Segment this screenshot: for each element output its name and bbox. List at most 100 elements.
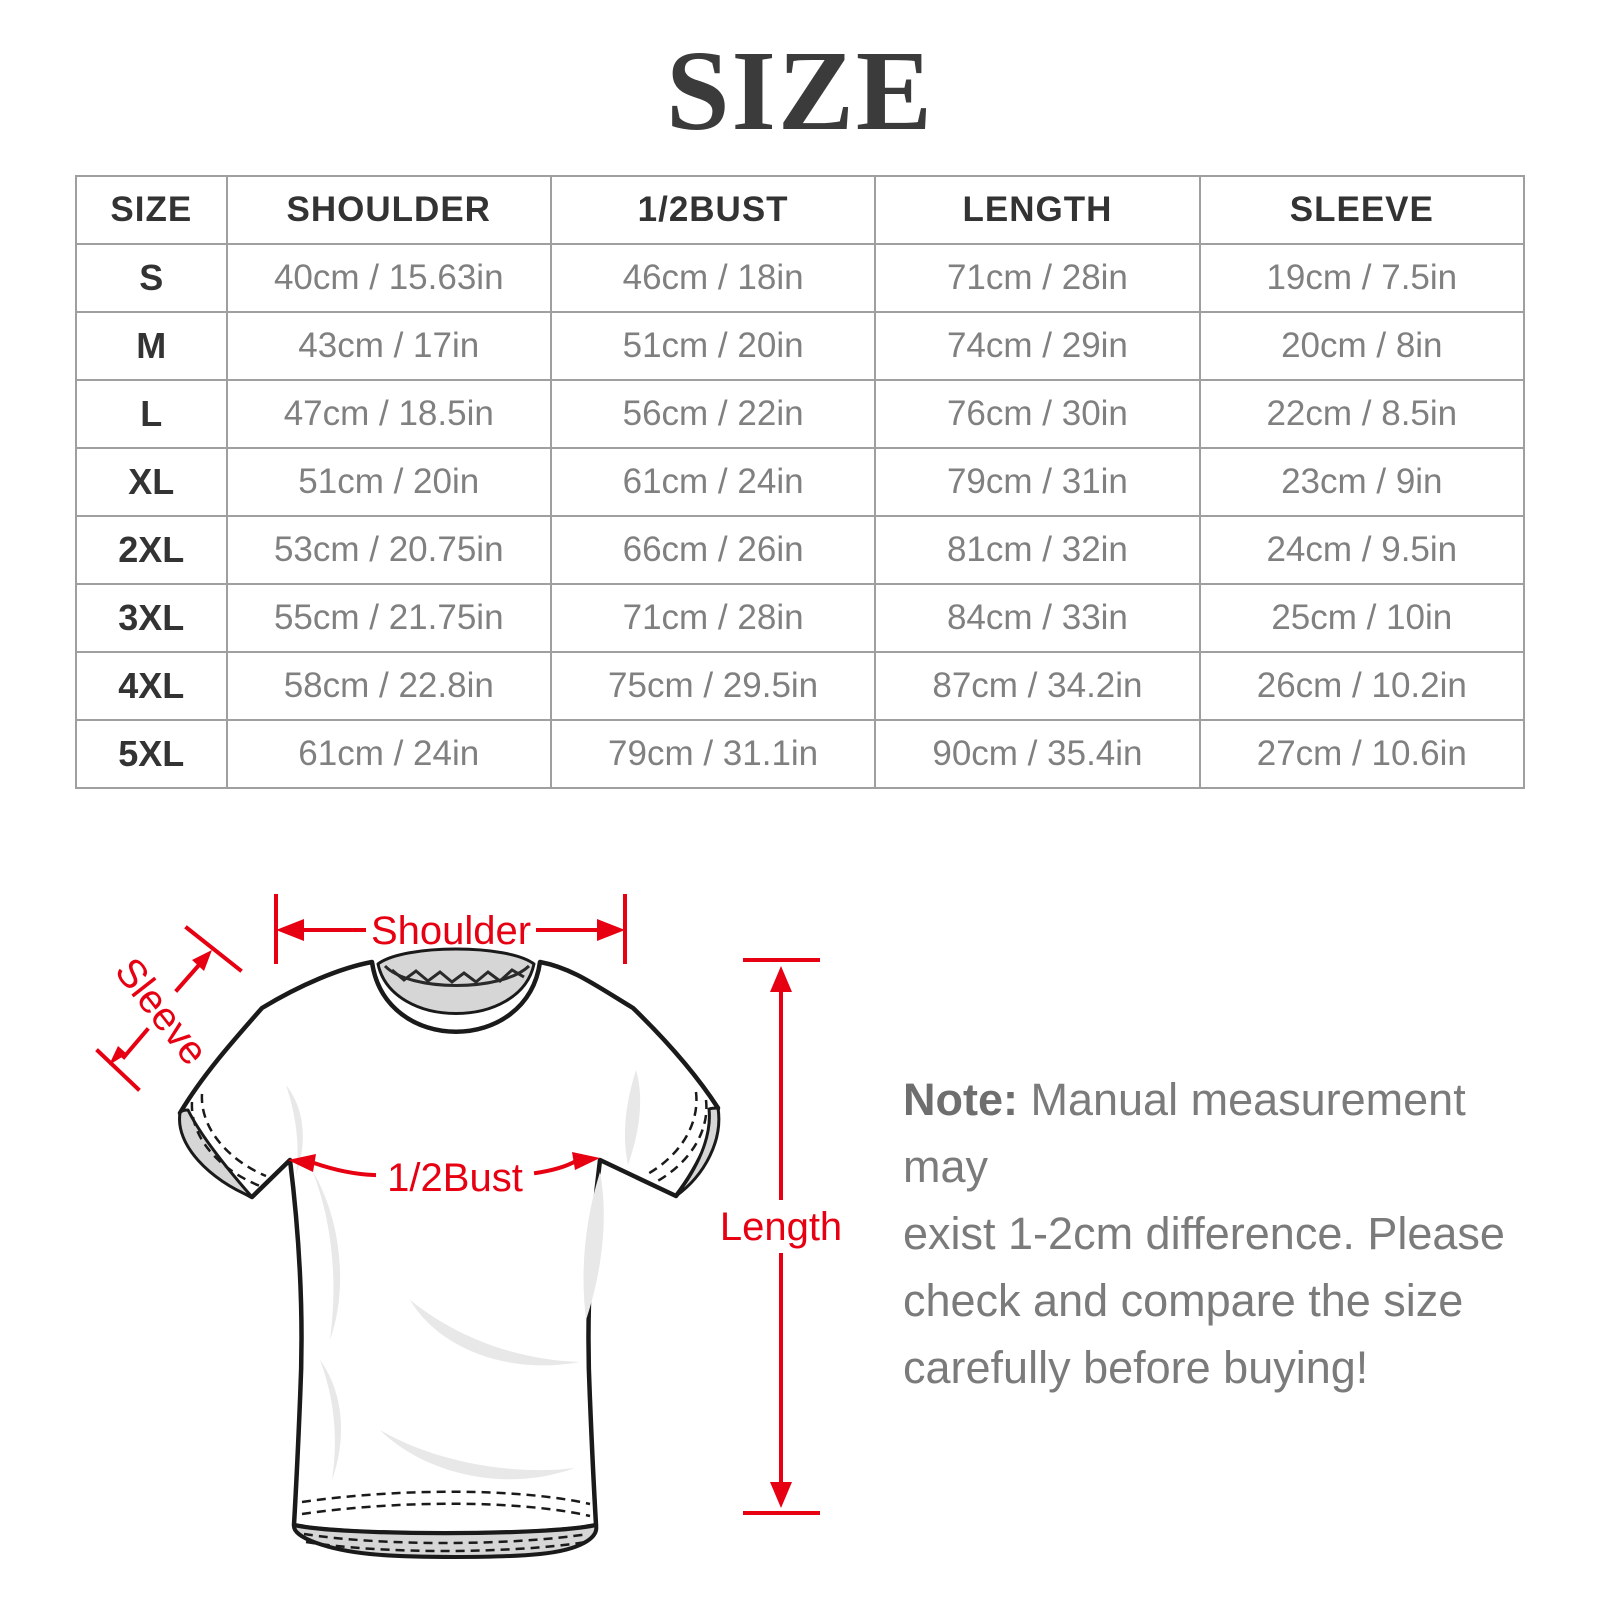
table-row-4xl: 4XL 58cm / 22.8in 75cm / 29.5in 87cm / 3… [75,651,1526,721]
left-cuff-stitch [200,1093,267,1178]
hem-stitch-upper [301,1502,591,1518]
note-prefix: Note: [903,1074,1018,1125]
shoulder-label: Shoulder [371,909,531,953]
shoulder-cell: 40cm / 15.63in [225,243,552,313]
col-header-sleeve: SLEEVE [1198,175,1526,245]
length-bottom-arrowhead [770,1482,792,1508]
length-cell: 74cm / 29in [874,311,1201,381]
table-row-xl: XL 51cm / 20in 61cm / 24in 79cm / 31in 2… [75,447,1526,517]
length-cell: 84cm / 33in [874,583,1201,653]
bust-measure: 1/2Bust [288,1152,600,1200]
bust-line-right [533,1158,579,1176]
tshirt-diagram: Shoulder Sleeve 1/2Bust [95,894,840,1559]
collar-inner [376,947,536,1015]
table-row-2xl: 2XL 53cm / 20.75in 66cm / 26in 81cm / 32… [75,515,1526,585]
sleeve-cell: 22cm / 8.5in [1198,379,1526,449]
length-top-arrowhead [770,966,792,992]
shoulder-left-arrowhead [276,919,304,941]
bust-cell: 79cm / 31.1in [549,719,877,789]
size-cell: 2XL [75,515,228,585]
collar-zigzag-stitch [391,968,525,984]
length-measure: Length [720,958,840,1515]
size-cell: 5XL [75,719,228,789]
col-header-bust: 1/2BUST [549,175,877,245]
size-table: SIZE SHOULDER 1/2BUST LENGTH SLEEVE S 40… [75,175,1526,789]
hem-stitch-inner [305,1540,587,1553]
header-row: SIZE SHOULDER 1/2BUST LENGTH SLEEVE [75,175,1526,245]
table-row-3xl: 3XL 55cm / 21.75in 71cm / 28in 84cm / 33… [75,583,1526,653]
left-cuff-stitch [190,1101,261,1188]
length-cell: 87cm / 34.2in [874,651,1201,721]
sleeve-cell: 25cm / 10in [1198,583,1526,653]
length-cell: 71cm / 28in [874,243,1201,313]
shoulder-cell: 55cm / 21.75in [225,583,552,653]
size-cell: M [75,311,228,381]
shoulder-cell: 53cm / 20.75in [225,515,552,585]
size-cell: 3XL [75,583,228,653]
length-label: Length [720,1205,840,1249]
wrinkle-shape [312,1170,341,1340]
table-row-m: M 43cm / 17in 51cm / 20in 74cm / 29in 20… [75,311,1526,381]
table-row-s: S 40cm / 15.63in 46cm / 18in 71cm / 28in… [75,243,1526,313]
bust-cell: 46cm / 18in [549,243,877,313]
bust-cell: 75cm / 29.5in [549,651,877,721]
shoulder-cell: 43cm / 17in [225,311,552,381]
wrinkle-shape [410,1300,580,1366]
size-cell: 4XL [75,651,228,721]
size-cell: XL [75,447,228,517]
tshirt-illustration [177,947,721,1559]
bust-cell: 71cm / 28in [549,583,877,653]
shoulder-cell: 61cm / 24in [225,719,552,789]
sleeve-cell: 27cm / 10.6in [1198,719,1526,789]
hem-stitch-inner [303,1532,589,1545]
page-title: SIZE [666,27,934,154]
bust-left-arrowhead [288,1154,316,1172]
sleeve-cell: 26cm / 10.2in [1198,651,1526,721]
bust-line-left [311,1160,377,1178]
bust-cell: 51cm / 20in [549,311,877,381]
col-header-shoulder: SHOULDER [225,175,552,245]
shoulder-measure: Shoulder [274,894,627,964]
sleeve-bottom-tick [95,1048,141,1092]
right-cuff-stitch [649,1099,708,1187]
right-cuff [674,1106,721,1198]
sleeve-top-tick [184,925,243,973]
wrinkle-shape [320,1360,342,1480]
wrinkle-shape [380,1430,575,1480]
length-cell: 79cm / 31in [874,447,1201,517]
sleeve-cell: 23cm / 9in [1198,447,1526,517]
bust-right-arrowhead [572,1152,600,1170]
right-cuff-stitch [643,1091,698,1178]
size-cell: S [75,243,228,313]
length-cell: 81cm / 32in [874,515,1201,585]
wrinkle-shape [583,1172,604,1320]
sleeve-lower-line [121,1027,150,1060]
sleeve-lower-arrowhead [109,1046,127,1065]
table-row-5xl: 5XL 61cm / 24in 79cm / 31.1in 90cm / 35.… [75,719,1526,789]
sleeve-upper-line [174,962,202,993]
table-row-l: L 47cm / 18.5in 56cm / 22in 76cm / 30in … [75,379,1526,449]
note-line-1: Note: Manual measurement may [903,1066,1523,1200]
sleeve-cell: 19cm / 7.5in [1198,243,1526,313]
length-cell: 90cm / 35.4in [874,719,1201,789]
hem-stitch-upper [301,1490,591,1506]
sleeve-cell: 24cm / 9.5in [1198,515,1526,585]
note-line-4: carefully before buying! [903,1342,1369,1393]
shoulder-right-arrowhead [597,919,625,941]
bust-cell: 61cm / 24in [549,447,877,517]
shoulder-cell: 51cm / 20in [225,447,552,517]
col-header-length: LENGTH [874,175,1201,245]
sleeve-upper-arrowhead [192,950,212,971]
col-header-size: SIZE [75,175,228,245]
tshirt-body [177,959,721,1536]
note-line-3: check and compare the size [903,1275,1464,1326]
wrinkle-shape [624,1070,641,1165]
bust-label: 1/2Bust [387,1156,523,1200]
bust-cell: 56cm / 22in [549,379,877,449]
shoulder-cell: 58cm / 22.8in [225,651,552,721]
note-line-2: exist 1-2cm difference. Please [903,1208,1505,1259]
wrinkle-shape [286,1085,303,1175]
shoulder-cell: 47cm / 18.5in [225,379,552,449]
size-cell: L [75,379,228,449]
